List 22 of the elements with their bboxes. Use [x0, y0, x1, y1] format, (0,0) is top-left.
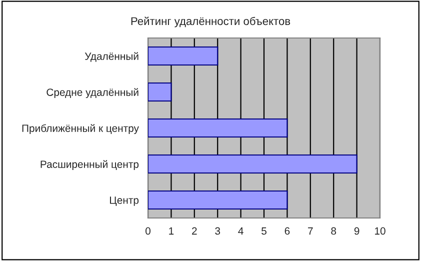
- y-tick-label: Удалённый: [84, 52, 138, 62]
- x-tick-label: 6: [284, 227, 290, 235]
- x-tick-label: 7: [308, 227, 313, 235]
- bar: [148, 190, 288, 210]
- bar: [148, 46, 218, 66]
- y-tick-label: Центр: [110, 196, 139, 206]
- x-tick-label: 2: [192, 227, 197, 235]
- x-tick-label: 4: [238, 227, 244, 235]
- x-tick-label: 3: [215, 227, 220, 235]
- x-tick-label: 1: [169, 227, 174, 235]
- y-tick-label: Приближённый к центру: [22, 124, 139, 134]
- chart-title: Рейтинг удалённости объектов: [131, 16, 290, 28]
- bar: [148, 82, 172, 102]
- y-tick-label: Расширенный центр: [40, 160, 139, 170]
- y-tick-label: Средне удалённый: [46, 88, 138, 98]
- bar: [148, 154, 358, 174]
- x-tick-label: 9: [354, 227, 360, 235]
- x-tick-label: 0: [146, 227, 150, 235]
- x-tick-label: 10: [375, 227, 386, 235]
- bar: [148, 118, 288, 138]
- x-tick-label: 5: [262, 227, 266, 235]
- x-tick-label: 8: [331, 227, 336, 235]
